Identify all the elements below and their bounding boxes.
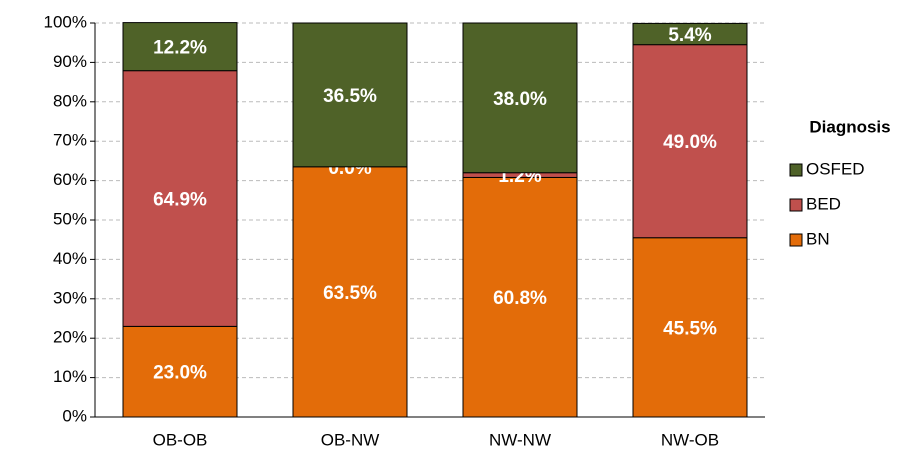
bar-segment xyxy=(122,70,238,327)
y-tick-label: 90% xyxy=(53,52,87,71)
legend-label: BN xyxy=(806,229,830,248)
legend-swatch xyxy=(789,198,803,212)
y-tick-label: 20% xyxy=(53,328,87,347)
y-tick-label: 0% xyxy=(62,406,87,425)
bar-segment xyxy=(462,176,578,418)
value-label: 64.9% xyxy=(153,190,207,211)
value-label: 38.0% xyxy=(493,89,547,110)
value-label: 36.5% xyxy=(323,86,377,107)
bar-segment xyxy=(632,44,748,239)
y-tick-label: 40% xyxy=(53,249,87,268)
legend-swatch xyxy=(789,163,803,177)
y-tick-label: 80% xyxy=(53,91,87,110)
x-tick-label: OB-NW xyxy=(321,430,380,449)
bar-segment xyxy=(632,237,748,418)
value-label: 60.8% xyxy=(493,288,547,309)
value-label: 49.0% xyxy=(663,132,717,153)
bar-segment xyxy=(122,22,238,72)
y-tick-label: 30% xyxy=(53,288,87,307)
y-tick-label: 10% xyxy=(53,367,87,386)
bar-segment xyxy=(632,22,748,46)
y-tick-label: 50% xyxy=(53,209,87,228)
bar-segment xyxy=(292,22,408,168)
value-label: 45.5% xyxy=(663,318,717,339)
y-tick-label: 60% xyxy=(53,170,87,189)
value-label: 63.5% xyxy=(323,283,377,304)
y-tick-label: 100% xyxy=(44,12,87,31)
x-tick-label: OB-OB xyxy=(153,430,208,449)
y-tick-label: 70% xyxy=(53,131,87,150)
legend-label: BED xyxy=(806,194,841,213)
bar-segment xyxy=(462,22,578,174)
value-label: 23.0% xyxy=(153,363,207,384)
bar-segment xyxy=(122,325,238,418)
x-tick-label: NW-OB xyxy=(661,430,719,449)
legend-title: Diagnosis xyxy=(809,117,890,136)
x-tick-label: NW-NW xyxy=(489,430,551,449)
value-label: 12.2% xyxy=(153,38,207,59)
legend-label: OSFED xyxy=(806,159,865,178)
bar-segment xyxy=(292,166,408,418)
value-label: 5.4% xyxy=(668,25,711,46)
legend-swatch xyxy=(789,233,803,247)
